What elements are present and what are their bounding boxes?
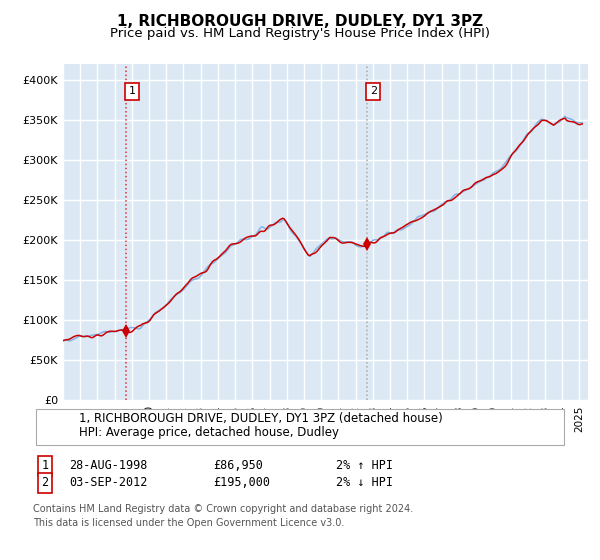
Text: 2: 2 (370, 86, 377, 96)
Text: £86,950: £86,950 (213, 459, 263, 473)
Text: HPI: Average price, detached house, Dudley: HPI: Average price, detached house, Dudl… (79, 426, 339, 440)
Text: 28-AUG-1998: 28-AUG-1998 (69, 459, 148, 473)
Text: 2: 2 (41, 476, 49, 489)
Text: 1: 1 (128, 86, 136, 96)
Text: 2% ↓ HPI: 2% ↓ HPI (336, 476, 393, 489)
Text: £195,000: £195,000 (213, 476, 270, 489)
Text: 1, RICHBOROUGH DRIVE, DUDLEY, DY1 3PZ: 1, RICHBOROUGH DRIVE, DUDLEY, DY1 3PZ (117, 14, 483, 29)
Text: Contains HM Land Registry data © Crown copyright and database right 2024.
This d: Contains HM Land Registry data © Crown c… (33, 504, 413, 528)
Text: 03-SEP-2012: 03-SEP-2012 (69, 476, 148, 489)
Text: 2% ↑ HPI: 2% ↑ HPI (336, 459, 393, 473)
Text: 1, RICHBOROUGH DRIVE, DUDLEY, DY1 3PZ (detached house): 1, RICHBOROUGH DRIVE, DUDLEY, DY1 3PZ (d… (79, 412, 443, 425)
Text: 1: 1 (41, 459, 49, 473)
Text: Price paid vs. HM Land Registry's House Price Index (HPI): Price paid vs. HM Land Registry's House … (110, 27, 490, 40)
